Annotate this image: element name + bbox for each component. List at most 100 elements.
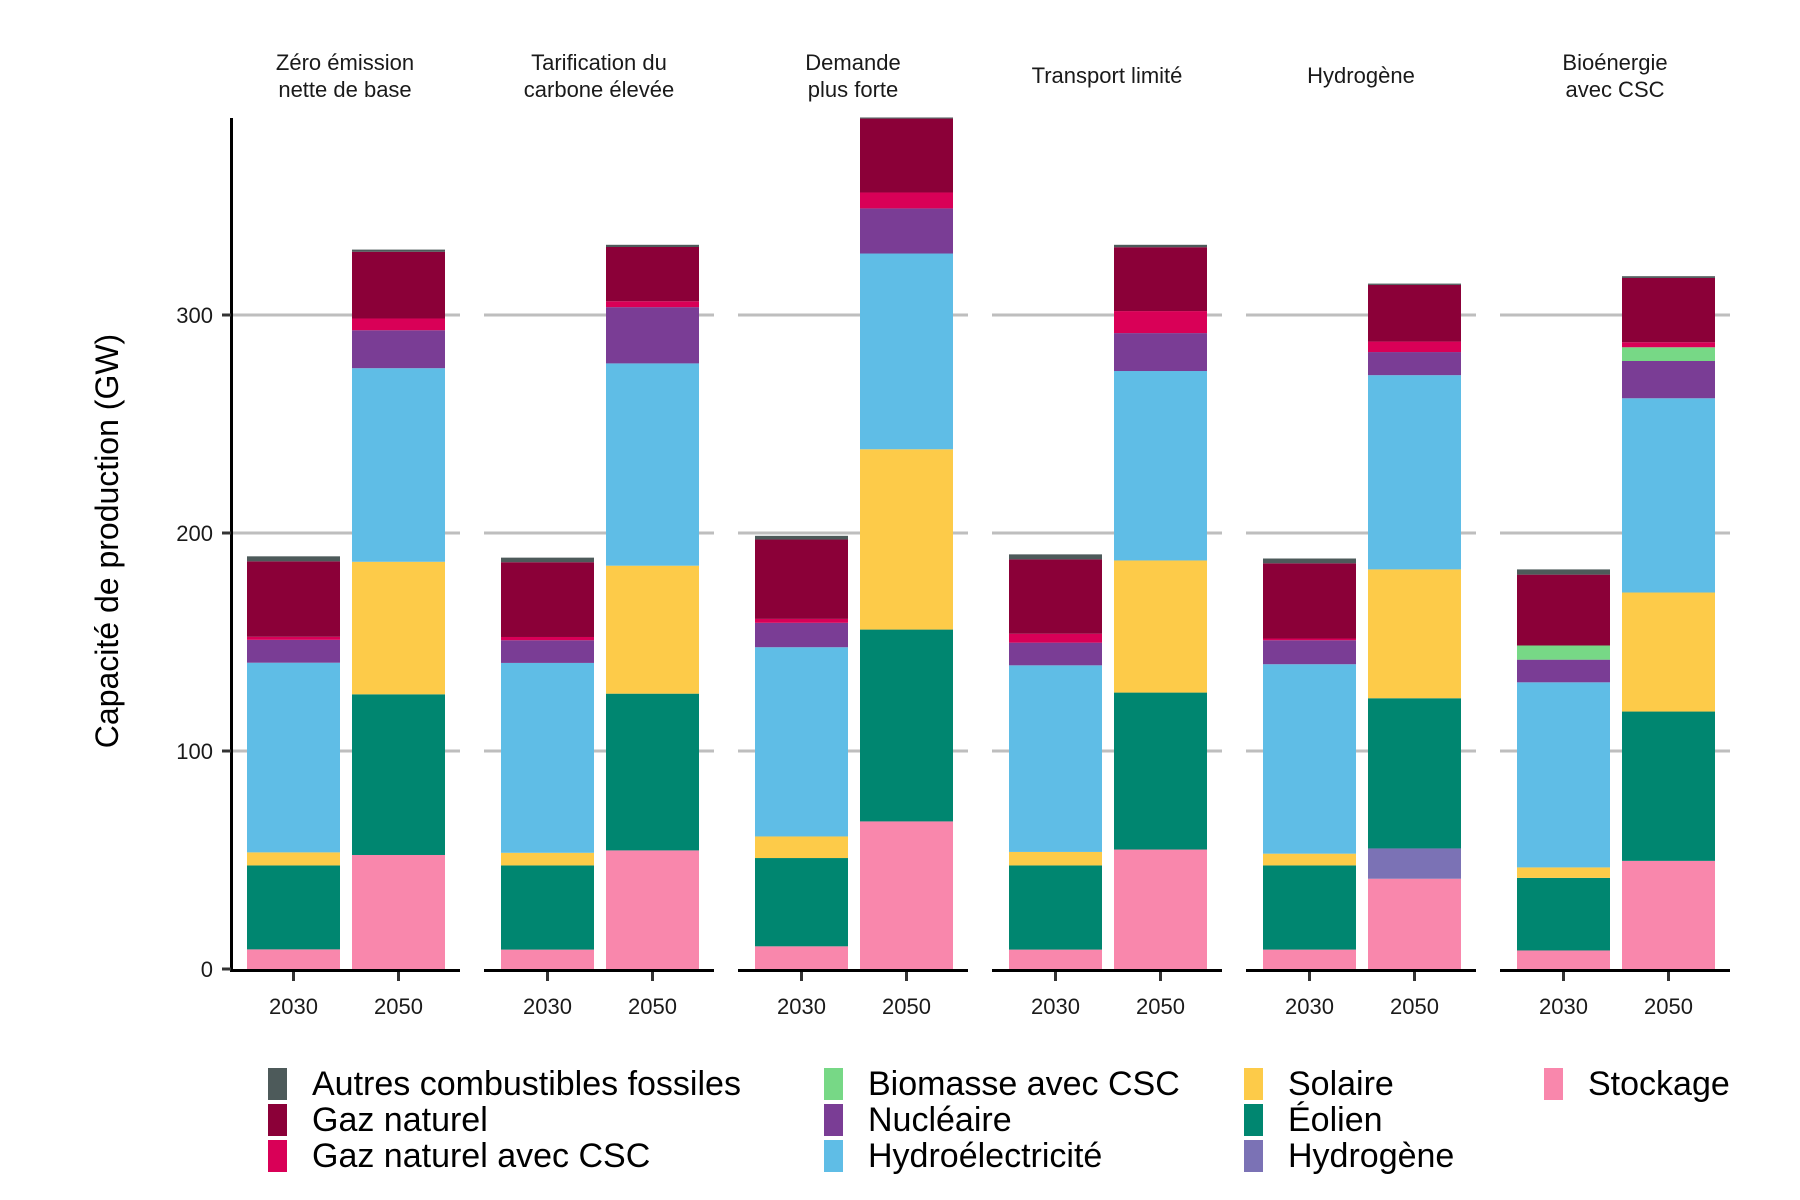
bar-segment	[1114, 247, 1207, 312]
bar-zéro-émission-nette-de-base-2030	[247, 556, 340, 969]
bar-segment	[1368, 848, 1461, 879]
bar-segment	[860, 192, 953, 209]
facet-title: Hydrogène	[1307, 63, 1415, 88]
bar-segment	[1517, 682, 1610, 868]
bar-segment	[755, 539, 848, 619]
bar-transport-limité-2030	[1009, 554, 1102, 969]
legend-item: Autres combustibles fossiles	[268, 1066, 824, 1102]
legend-swatch	[1244, 1140, 1263, 1172]
x-tick-label: 2050	[1644, 994, 1693, 1019]
bar-segment	[1622, 360, 1715, 399]
bar-segment	[501, 865, 594, 950]
bar-segment	[755, 647, 848, 837]
bar-segment	[606, 693, 699, 851]
bar-segment	[1622, 398, 1715, 593]
legend-label: Autres combustibles fossiles	[312, 1065, 741, 1103]
legend-item: Stockage	[1544, 1066, 1784, 1102]
bar-segment	[352, 368, 445, 562]
bars	[247, 117, 1715, 969]
x-tick-label: 2050	[374, 994, 423, 1019]
bar-segment	[1517, 867, 1610, 878]
bar-segment	[1009, 554, 1102, 560]
bar-segment	[501, 557, 594, 563]
bar-segment	[1622, 277, 1715, 343]
bar-bioénergie-avec-csc-2050	[1622, 276, 1715, 969]
x-tick-label: 2030	[269, 994, 318, 1019]
x-tick-label: 2030	[777, 994, 826, 1019]
bar-segment	[352, 330, 445, 369]
bar-segment	[501, 852, 594, 866]
bar-segment	[501, 562, 594, 637]
bar-segment	[1517, 569, 1610, 575]
legend-swatch	[1244, 1068, 1263, 1100]
y-tick-label: 200	[176, 521, 213, 546]
bar-segment	[1622, 347, 1715, 361]
legend-label: Gaz naturel	[312, 1101, 488, 1139]
bar-segment	[1368, 698, 1461, 849]
bar-segment	[1263, 664, 1356, 854]
legend-item: Hydrogène	[1244, 1138, 1544, 1174]
bar-segment	[1622, 711, 1715, 861]
bar-segment	[1114, 849, 1207, 969]
facet-title: Transport limité	[1032, 63, 1183, 88]
bar-segment	[1622, 342, 1715, 348]
legend-swatch	[824, 1068, 843, 1100]
bar-segment	[1368, 341, 1461, 353]
x-tick-label: 2030	[1031, 994, 1080, 1019]
legend-label: Éolien	[1288, 1101, 1383, 1139]
bar-segment	[1368, 878, 1461, 969]
legend-swatch	[1544, 1068, 1563, 1100]
bar-segment	[1517, 659, 1610, 683]
bar-segment	[1368, 352, 1461, 376]
bar-segment	[352, 694, 445, 855]
legend-label: Hydrogène	[1288, 1137, 1455, 1175]
legend-item: Gaz naturel avec CSC	[268, 1138, 824, 1174]
bar-segment	[860, 821, 953, 969]
facet-title: Bioénergie avec CSC	[1562, 50, 1667, 102]
bar-segment	[606, 850, 699, 969]
legend-label: Biomasse avec CSC	[868, 1065, 1180, 1103]
bar-segment	[247, 865, 340, 950]
bar-segment	[1263, 638, 1356, 641]
y-axis-title: Capacité de production (GW)	[89, 334, 125, 748]
bar-segment	[1263, 865, 1356, 950]
bar-segment	[1622, 276, 1715, 278]
bar-demande-plus-forte-2030	[755, 535, 848, 969]
bar-segment	[755, 858, 848, 947]
bar-segment	[247, 852, 340, 866]
legend-swatch	[824, 1104, 843, 1136]
legend-item: Solaire	[1244, 1066, 1544, 1102]
legend-label: Stockage	[1588, 1065, 1730, 1103]
legend-swatch	[268, 1068, 287, 1100]
bar-segment	[860, 208, 953, 254]
legend-swatch	[268, 1140, 287, 1172]
y-tick-label: 300	[176, 303, 213, 328]
legend-label: Gaz naturel avec CSC	[312, 1137, 651, 1175]
bar-segment	[1517, 950, 1610, 969]
bar-segment	[1368, 284, 1461, 342]
bar-segment	[352, 249, 445, 252]
x-tick-label: 2050	[882, 994, 931, 1019]
bar-hydrogène-2050	[1368, 283, 1461, 969]
legend: Autres combustibles fossiles Gaz naturel G…	[268, 1066, 1788, 1174]
legend-swatch	[268, 1104, 287, 1136]
bar-segment	[352, 251, 445, 319]
facet-title: Zéro émission nette de base	[276, 50, 414, 102]
bar-segment	[1263, 949, 1356, 969]
bar-segment	[1517, 877, 1610, 951]
bar-segment	[1009, 949, 1102, 969]
facet-title: Demande plus forte	[805, 50, 900, 102]
facet-title: Tarification du carbone élevée	[524, 50, 674, 102]
bar-segment	[501, 636, 594, 641]
bar-segment	[247, 636, 340, 640]
bar-segment	[755, 535, 848, 540]
bar-segment	[1517, 574, 1610, 646]
bar-segment	[606, 307, 699, 364]
legend-swatch	[1244, 1104, 1263, 1136]
bar-segment	[1114, 333, 1207, 372]
bar-segment	[501, 640, 594, 663]
bar-tarification-du-carbone-élevée-2030	[501, 557, 594, 969]
bar-segment	[1114, 371, 1207, 561]
bar-transport-limité-2050	[1114, 244, 1207, 969]
bar-segment	[1009, 851, 1102, 866]
